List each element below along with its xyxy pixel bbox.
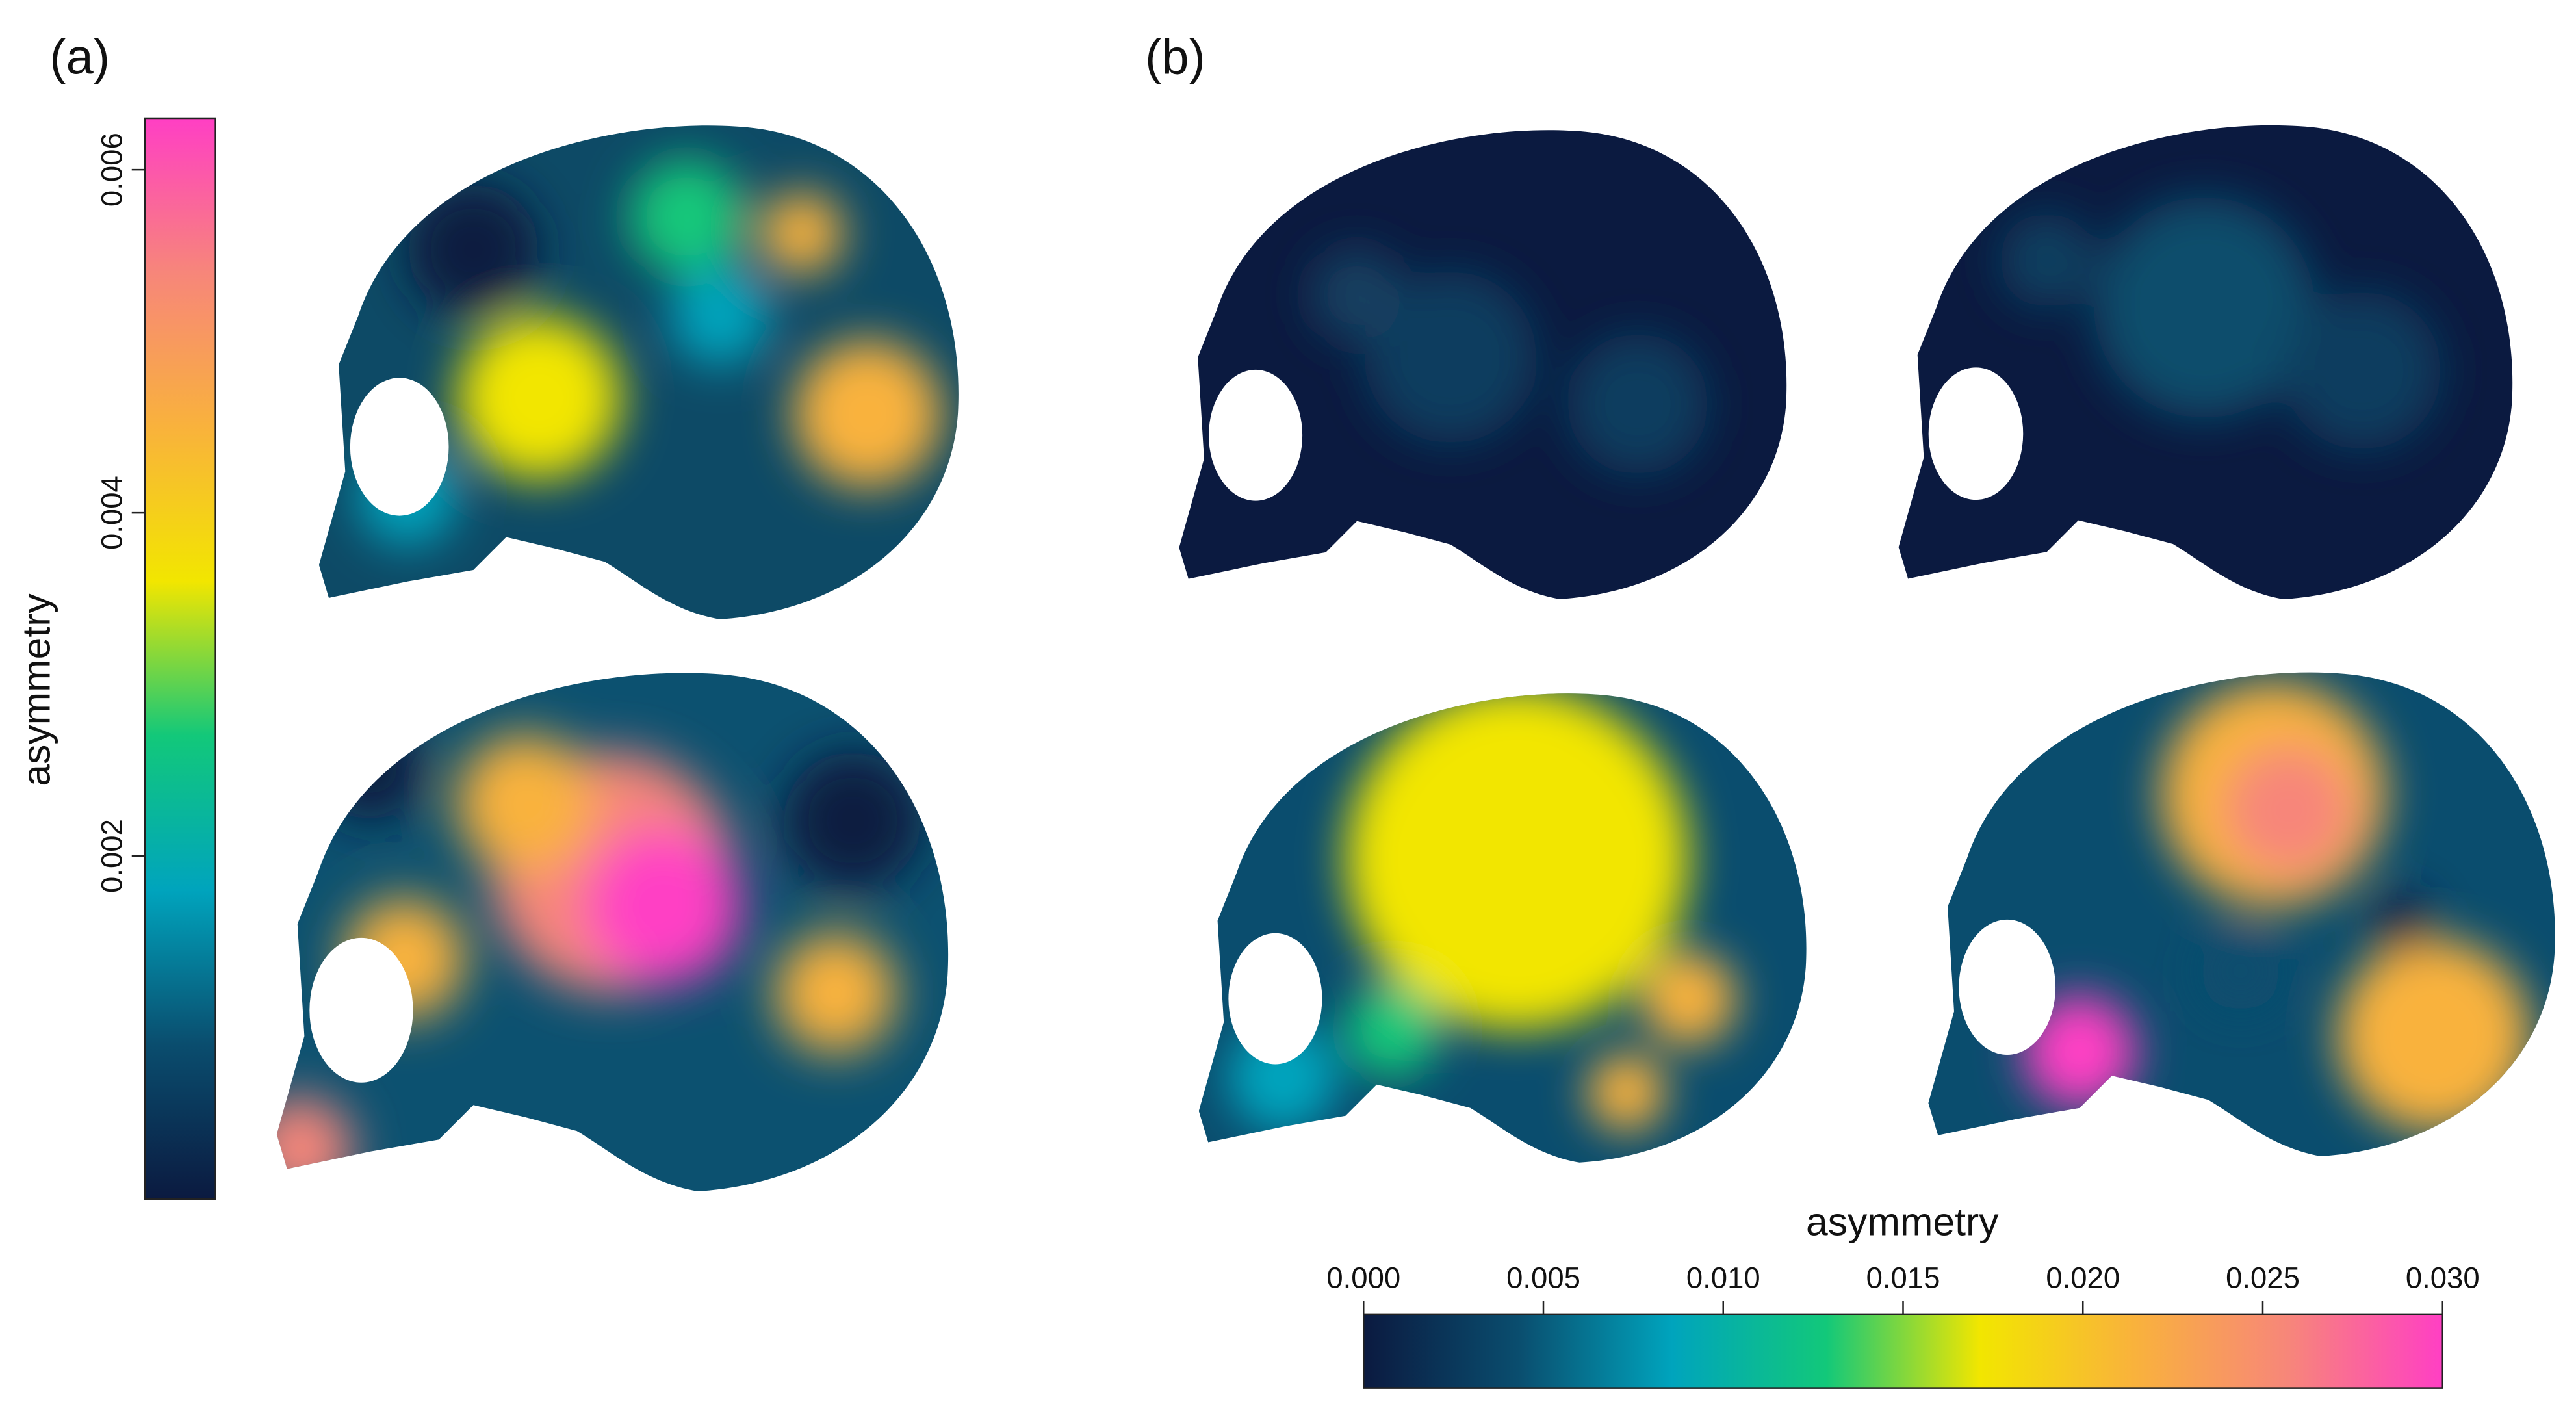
tick-label: 0.030 xyxy=(2406,1261,2480,1294)
tick-label: 0.002 xyxy=(96,819,129,893)
texture-blob xyxy=(407,184,539,316)
panel-label: (b) xyxy=(1145,30,1205,85)
tick-label: 0.005 xyxy=(1506,1261,1580,1294)
texture-blob xyxy=(670,266,769,365)
texture-blob xyxy=(1345,693,1689,1030)
orbit xyxy=(309,937,413,1083)
skull xyxy=(318,125,959,619)
skull xyxy=(1928,672,2555,1157)
texture-blob xyxy=(1310,248,1404,342)
skull-renders xyxy=(276,125,2555,1191)
texture-blob xyxy=(276,1096,353,1191)
orbit xyxy=(1209,369,1303,501)
colorbar-title: asymmetry xyxy=(14,593,58,786)
panel-label: (a) xyxy=(49,30,110,85)
texture-blob xyxy=(793,340,942,488)
skull xyxy=(1198,693,1807,1163)
tick-label: 0.025 xyxy=(2226,1261,2300,1294)
texture-blob xyxy=(2337,939,2531,1132)
skull-texture xyxy=(1999,197,2441,450)
skull-texture xyxy=(2023,681,2531,1132)
skull-blobs xyxy=(1310,248,1708,474)
texture-blob xyxy=(2200,931,2281,1012)
colorbar xyxy=(144,117,216,1200)
texture-blob xyxy=(1567,333,1708,474)
texture-blob xyxy=(629,159,745,275)
texture-blob xyxy=(1642,951,1736,1046)
texture-blob xyxy=(784,751,922,890)
texture-blob xyxy=(1999,213,2094,308)
texture-blob xyxy=(457,315,621,480)
tick-label: 0.015 xyxy=(1866,1261,1940,1294)
tick-label: 0.010 xyxy=(1686,1261,1760,1294)
skull xyxy=(1179,130,1787,599)
skull-blobs xyxy=(1228,693,1736,1132)
texture-blob xyxy=(585,829,741,985)
texture-blob xyxy=(318,717,422,821)
skull xyxy=(1898,125,2513,599)
tick-label: 0.020 xyxy=(2046,1261,2120,1294)
skull-texture xyxy=(1310,248,1708,474)
colorbar xyxy=(1362,1313,2443,1389)
texture-blob xyxy=(1587,1053,1666,1132)
texture-blob xyxy=(2224,745,2354,875)
skull-blobs xyxy=(2023,681,2531,1132)
orbit xyxy=(350,378,449,516)
texture-blob xyxy=(2283,291,2441,450)
tick-label: 0.004 xyxy=(96,476,129,550)
orbit xyxy=(1959,919,2056,1055)
orbit xyxy=(1928,367,2024,500)
texture-blob xyxy=(2094,197,2315,418)
texture-blob xyxy=(2372,894,2431,952)
skull xyxy=(276,673,949,1191)
skull-blobs xyxy=(1999,197,2441,450)
tick-label: 0.006 xyxy=(96,133,129,207)
texture-blob xyxy=(760,192,844,275)
texture-blob xyxy=(775,932,896,1054)
tick-label: 0.000 xyxy=(1326,1261,1400,1294)
orbit xyxy=(1228,933,1322,1065)
colorbar-title: asymmetry xyxy=(1806,1200,1999,1244)
texture-blob xyxy=(1345,983,1439,1077)
skull-texture xyxy=(1228,693,1736,1132)
texture-blob xyxy=(1365,271,1537,443)
texture-blob xyxy=(456,734,595,873)
